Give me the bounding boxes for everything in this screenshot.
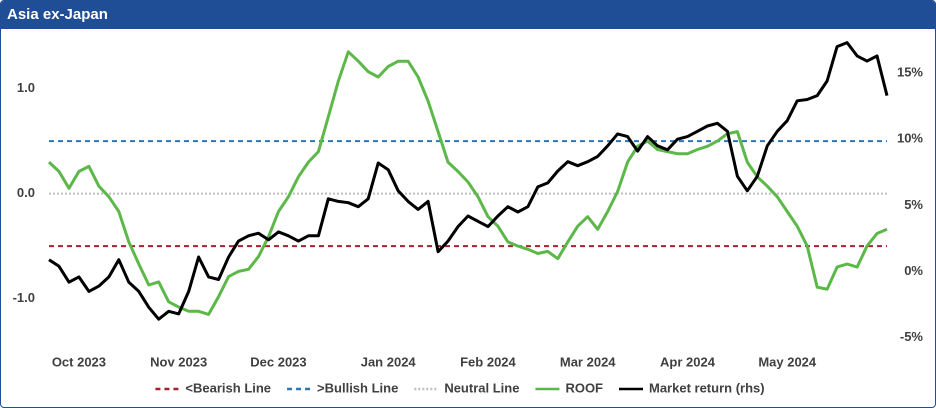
x-tick-label: Mar 2024	[560, 354, 616, 369]
legend-label: <Bearish Line	[185, 380, 271, 395]
y2-tick-label: -5%	[900, 329, 924, 344]
x-tick-label: Dec 2023	[250, 354, 306, 369]
legend-label: >Bullish Line	[317, 380, 398, 395]
legend-label: Neutral Line	[444, 380, 519, 395]
x-tick-label: Apr 2024	[660, 354, 716, 369]
y2-tick-label: 0%	[904, 263, 923, 278]
chart-title: Asia ex-Japan	[1, 1, 935, 29]
x-tick-label: May 2024	[758, 354, 817, 369]
x-tick-label: Feb 2024	[460, 354, 516, 369]
x-tick-label: Jan 2024	[361, 354, 417, 369]
series-line	[48, 41, 889, 321]
y2-tick-label: 5%	[904, 197, 923, 212]
y-tick-label: -1.0	[13, 290, 35, 305]
x-tick-label: Nov 2023	[150, 354, 207, 369]
x-tick-label: Oct 2023	[52, 354, 106, 369]
y-tick-label: 1.0	[17, 80, 35, 95]
chart: -1.0 0.0 1.0 -5% 0% 5% 10% 15% Oct 2023 Nov 2023 D…	[13, 41, 924, 395]
legend-label: Market return (rhs)	[649, 380, 765, 395]
y2-tick-label: 15%	[897, 64, 923, 79]
series-line	[47, 50, 888, 316]
y2-tick-label: 10%	[897, 131, 923, 146]
legend-label: ROOF	[565, 380, 603, 395]
y-tick-label: 0.0	[17, 185, 35, 200]
